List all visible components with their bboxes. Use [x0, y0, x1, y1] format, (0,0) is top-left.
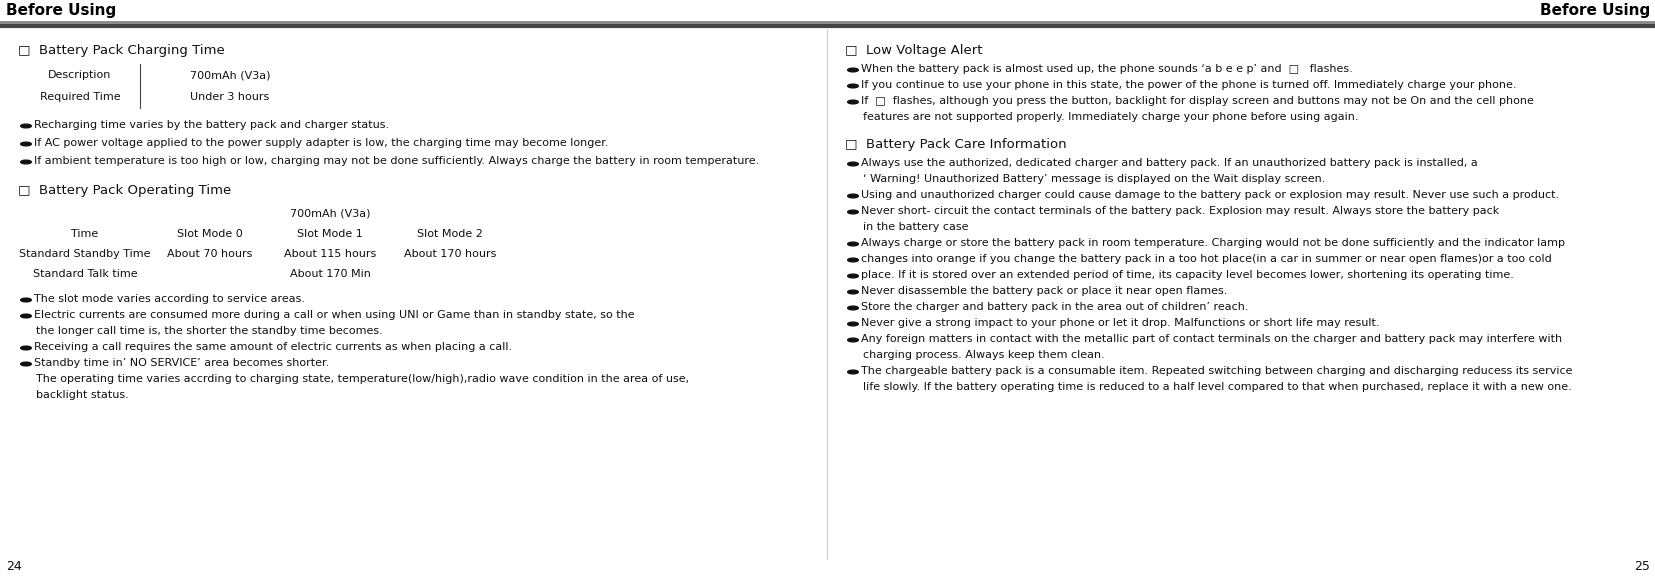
- Text: Store the charger and battery pack in the area out of children’ reach.: Store the charger and battery pack in th…: [861, 302, 1248, 312]
- Text: 700mAh (V3a): 700mAh (V3a): [290, 209, 371, 219]
- Text: The slot mode varies according to service areas.: The slot mode varies according to servic…: [35, 294, 305, 304]
- Text: □  Battery Pack Operating Time: □ Battery Pack Operating Time: [18, 184, 232, 197]
- Text: Never short- circuit the contact terminals of the battery pack. Explosion may re: Never short- circuit the contact termina…: [861, 206, 1498, 216]
- Text: 24: 24: [7, 560, 22, 573]
- Text: Always use the authorized, dedicated charger and battery pack. If an unauthorize: Always use the authorized, dedicated cha…: [861, 158, 1476, 168]
- Text: 25: 25: [1633, 560, 1648, 573]
- Text: If  □  flashes, although you press the button, backlight for display screen and : If □ flashes, although you press the but…: [861, 96, 1533, 106]
- Text: Before Using: Before Using: [7, 3, 116, 18]
- Text: □  Low Voltage Alert: □ Low Voltage Alert: [844, 44, 981, 57]
- Text: features are not supported properly. Immediately charge your phone before using : features are not supported properly. Imm…: [862, 112, 1357, 122]
- Text: Standard Talk time: Standard Talk time: [33, 269, 137, 279]
- Text: Required Time: Required Time: [40, 92, 121, 102]
- Text: changes into orange if you change the battery pack in a too hot place(in a car i: changes into orange if you change the ba…: [861, 254, 1551, 264]
- Text: □  Battery Pack Care Information: □ Battery Pack Care Information: [844, 138, 1066, 151]
- Text: life slowly. If the battery operating time is reduced to a half level compared t: life slowly. If the battery operating ti…: [862, 382, 1571, 392]
- Text: Using and unauthorized charger could cause damage to the battery pack or explosi: Using and unauthorized charger could cau…: [861, 190, 1559, 200]
- Text: Time: Time: [71, 229, 99, 239]
- Text: Recharging time varies by the battery pack and charger status.: Recharging time varies by the battery pa…: [35, 120, 389, 130]
- Text: Always charge or store the battery pack in room temperature. Charging would not : Always charge or store the battery pack …: [861, 238, 1564, 248]
- Text: About 70 hours: About 70 hours: [167, 249, 253, 259]
- Text: About 170 hours: About 170 hours: [404, 249, 496, 259]
- Text: If AC power voltage applied to the power supply adapter is low, the charging tim: If AC power voltage applied to the power…: [35, 138, 607, 148]
- Text: ‘ Warning! Unauthorized Battery’ message is displayed on the Wait display screen: ‘ Warning! Unauthorized Battery’ message…: [862, 174, 1324, 184]
- Text: If ambient temperature is too high or low, charging may not be done sufficiently: If ambient temperature is too high or lo…: [35, 156, 758, 166]
- Text: in the battery case: in the battery case: [862, 222, 968, 232]
- Text: About 170 Min: About 170 Min: [290, 269, 371, 279]
- Text: Standard Standby Time: Standard Standby Time: [20, 249, 151, 259]
- Text: When the battery pack is almost used up, the phone sounds ‘a b e e p’ and  □   f: When the battery pack is almost used up,…: [861, 64, 1352, 74]
- Text: Slot Mode 0: Slot Mode 0: [177, 229, 243, 239]
- Text: □  Battery Pack Charging Time: □ Battery Pack Charging Time: [18, 44, 225, 57]
- Text: If you continue to use your phone in this state, the power of the phone is turne: If you continue to use your phone in thi…: [861, 80, 1516, 90]
- Text: Any foreign matters in contact with the metallic part of contact terminals on th: Any foreign matters in contact with the …: [861, 334, 1561, 344]
- Text: Under 3 hours: Under 3 hours: [190, 92, 270, 102]
- Text: Receiving a call requires the same amount of electric currents as when placing a: Receiving a call requires the same amoun…: [35, 342, 511, 352]
- Text: backlight status.: backlight status.: [36, 390, 129, 400]
- Text: The chargeable battery pack is a consumable item. Repeated switching between cha: The chargeable battery pack is a consuma…: [861, 366, 1572, 376]
- Text: Standby time in’ NO SERVICE’ area becomes shorter.: Standby time in’ NO SERVICE’ area become…: [35, 358, 329, 368]
- Text: Slot Mode 1: Slot Mode 1: [296, 229, 362, 239]
- Text: About 115 hours: About 115 hours: [283, 249, 376, 259]
- Text: Never give a strong impact to your phone or let it drop. Malfunctions or short l: Never give a strong impact to your phone…: [861, 318, 1379, 328]
- Text: the longer call time is, the shorter the standby time becomes.: the longer call time is, the shorter the…: [36, 326, 382, 336]
- Text: 700mAh (V3a): 700mAh (V3a): [190, 70, 270, 80]
- Text: Description: Description: [48, 70, 111, 80]
- Text: Never disassemble the battery pack or place it near open flames.: Never disassemble the battery pack or pl…: [861, 286, 1226, 296]
- Text: Slot Mode 2: Slot Mode 2: [417, 229, 483, 239]
- Text: charging process. Always keep them clean.: charging process. Always keep them clean…: [862, 350, 1104, 360]
- Text: Before Using: Before Using: [1539, 3, 1648, 18]
- Text: Electric currents are consumed more during a call or when using UNI or Game than: Electric currents are consumed more duri…: [35, 310, 634, 320]
- Text: place. If it is stored over an extended period of time, its capacity level becom: place. If it is stored over an extended …: [861, 270, 1513, 280]
- Text: The operating time varies accrding to charging state, temperature(low/high),radi: The operating time varies accrding to ch…: [36, 374, 688, 384]
